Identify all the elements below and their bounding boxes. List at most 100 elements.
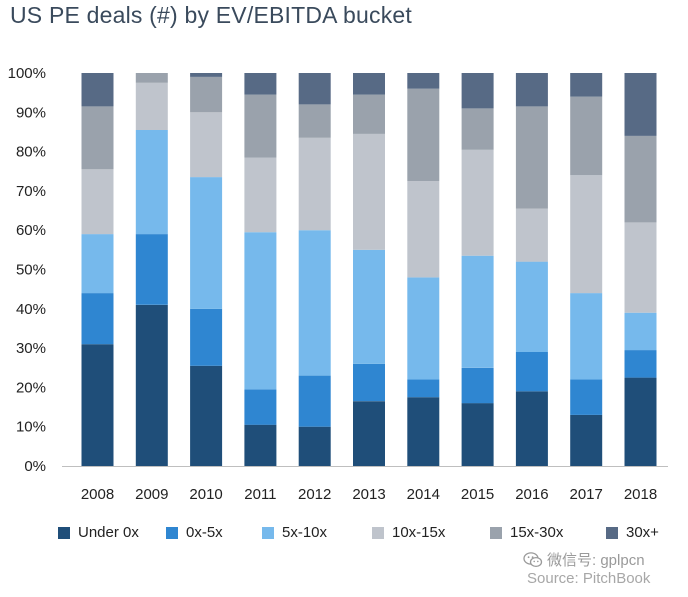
y-tick-label: 70% (16, 183, 46, 200)
legend-swatch (606, 526, 618, 539)
bar-segment-10x-15x (407, 181, 440, 278)
bar-segment-10x-15x (570, 175, 603, 294)
bar-segment-15x-30x (244, 94, 277, 158)
y-tick-label: 0% (24, 458, 46, 475)
bar-segment-0x-5x (353, 363, 385, 402)
bar-segment-15x-30x (353, 94, 385, 134)
legend-item-10x-15x: 10x-15x (372, 524, 445, 541)
bar-segment-15x-30x (461, 108, 494, 150)
stacked-bar-chart: 0% 10% 20% 30% 40% 50% 60% 70% 80% 90% 100% 2008 200… (8, 65, 668, 503)
source-note: Source: PitchBook (527, 570, 651, 587)
bar-segment-15x-30x (407, 88, 440, 182)
bar-segment-under-0x (515, 391, 548, 466)
bar-segment-5x-10x (515, 261, 548, 352)
bar-segment-15x-30x (298, 104, 331, 138)
x-tick-label: 2009 (135, 486, 168, 503)
bar-segment-30x- (298, 73, 331, 105)
y-tick-label: 30% (16, 340, 46, 357)
bar-segment-under-0x (407, 397, 440, 466)
bar-segment-under-0x (461, 403, 494, 466)
bar-segment-0x-5x (461, 367, 494, 404)
bar-segment-under-0x (570, 414, 603, 466)
bar-segment-5x-10x (624, 312, 657, 350)
legend-label: 15x-30x (510, 524, 564, 541)
bar-segment-5x-10x (190, 177, 223, 309)
bar-segment-0x-5x (190, 308, 223, 366)
x-tick-label: 2008 (81, 486, 114, 503)
legend-swatch (58, 526, 70, 539)
legend-swatch (262, 526, 274, 539)
legend-swatch (490, 526, 502, 539)
bar-segment-10x-15x (624, 222, 657, 313)
legend-item-15x-30x: 15x-30x (490, 524, 563, 541)
bar-segment-10x-15x (135, 82, 168, 130)
legend: Under 0x 0x-5x 5x-10x 10x-15x 15x-30x 30… (0, 520, 688, 550)
legend-label: 30x+ (626, 524, 659, 541)
bar-segment-5x-10x (244, 232, 277, 390)
bar-segment-30x- (461, 73, 494, 109)
bar-segment-0x-5x (298, 375, 331, 427)
bar-segment-under-0x (81, 344, 114, 466)
bar-segment-0x-5x (407, 379, 440, 398)
bar-segment-0x-5x (515, 352, 548, 392)
bar-segment-10x-15x (190, 112, 223, 178)
x-tick-label: 2013 (352, 486, 385, 503)
bar-segment-under-0x (190, 365, 223, 466)
bar-segment-10x-15x (461, 149, 494, 256)
bar-segment-under-0x (298, 426, 331, 466)
bar-segment-5x-10x (353, 249, 385, 364)
bar-segment-15x-30x (190, 76, 223, 113)
legend-label: 5x-10x (282, 524, 328, 541)
y-tick-label: 80% (16, 144, 46, 161)
legend-item-5x-10x: 5x-10x (262, 524, 327, 541)
x-tick-label: 2015 (461, 486, 494, 503)
bar-segment-30x- (244, 73, 277, 95)
legend-item-30x-plus: 30x+ (606, 524, 659, 541)
y-tick-label: 50% (16, 262, 46, 279)
bar-segment-5x-10x (461, 255, 494, 368)
x-tick-label: 2011 (244, 486, 276, 503)
x-tick-label: 2012 (298, 486, 331, 503)
bar-segment-15x-30x (624, 135, 657, 223)
bar-segment-15x-30x (81, 106, 114, 170)
bar-segment-30x- (407, 73, 440, 89)
bar-segment-5x-10x (298, 230, 331, 376)
y-tick-label: 90% (16, 104, 46, 121)
bar-segment-15x-30x (515, 106, 548, 209)
y-tick-label: 40% (16, 301, 46, 318)
legend-label: 10x-15x (392, 524, 446, 541)
bar-segment-10x-15x (515, 208, 548, 262)
legend-swatch (372, 526, 384, 539)
bar-segment-5x-10x (407, 277, 440, 380)
bar-segment-5x-10x (81, 234, 114, 294)
x-tick-label: 2014 (407, 486, 440, 503)
bar-segment-30x- (190, 73, 223, 77)
bar-segment-under-0x (244, 424, 277, 466)
bar-segment-0x-5x (81, 293, 114, 345)
bar-segment-30x- (515, 73, 548, 107)
y-tick-label: 10% (16, 419, 46, 436)
bar-segment-10x-15x (298, 137, 331, 231)
y-tick-label: 60% (16, 222, 46, 239)
y-tick-label: 100% (8, 65, 46, 82)
bar-segment-30x- (81, 73, 114, 107)
bar-segment-0x-5x (624, 350, 657, 378)
bar-segment-10x-15x (81, 169, 114, 235)
bar-segment-30x- (570, 73, 603, 97)
y-tick-label: 20% (16, 379, 46, 396)
bar-segment-15x-30x (570, 96, 603, 176)
legend-item-under-0x: Under 0x (58, 524, 139, 541)
bar-segment-10x-15x (353, 133, 385, 250)
bar-segment-under-0x (353, 401, 385, 466)
watermark: 微信号: gplpcn (523, 549, 645, 570)
bar-segment-0x-5x (570, 379, 603, 415)
x-tick-label: 2017 (570, 486, 603, 503)
legend-label: Under 0x (78, 524, 139, 541)
bar-segment-30x- (353, 73, 385, 95)
legend-item-0x-5x: 0x-5x (166, 524, 223, 541)
legend-label: 0x-5x (186, 524, 223, 541)
wechat-icon (523, 551, 543, 567)
chart-title: US PE deals (#) by EV/EBITDA bucket (10, 2, 412, 28)
bar-segment-5x-10x (135, 130, 168, 235)
bar-segment-0x-5x (135, 234, 168, 305)
